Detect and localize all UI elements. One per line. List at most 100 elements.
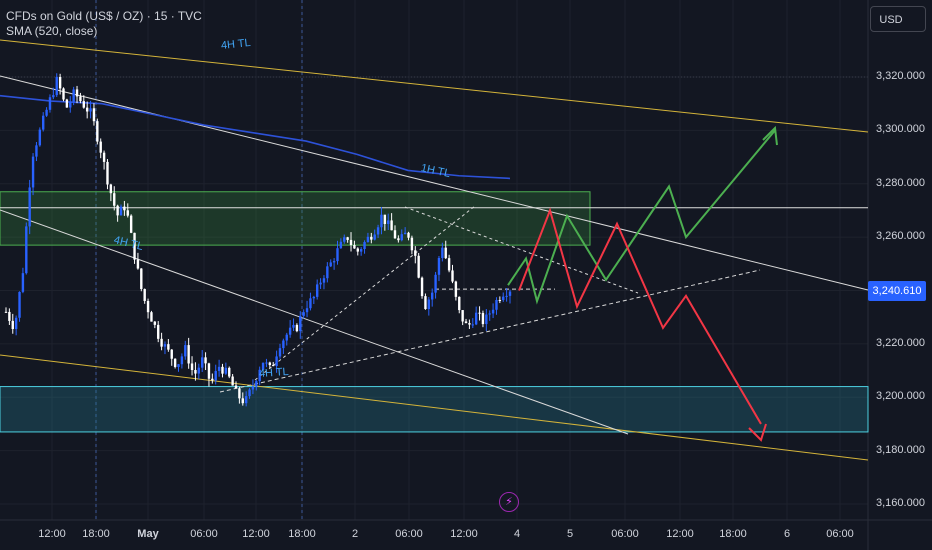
candle-body	[69, 101, 72, 108]
candle-body	[451, 270, 454, 282]
sma-line	[0, 94, 511, 180]
candle-body	[248, 389, 251, 397]
candle-body	[353, 244, 356, 249]
currency-button[interactable]: USD	[870, 6, 926, 32]
candle-body	[21, 273, 25, 292]
x-tick-label: 2	[351, 528, 359, 540]
candle-body	[332, 261, 336, 263]
candle-body	[58, 77, 62, 89]
candle-body	[190, 363, 194, 371]
candle-body	[14, 317, 18, 330]
candle-body	[258, 369, 261, 382]
dashed-support-line	[219, 269, 761, 393]
candle-body	[42, 115, 45, 130]
candle-body	[133, 232, 136, 260]
candle-body	[173, 358, 177, 367]
y-tick-label: 3,200.000	[876, 390, 925, 403]
candle-body	[295, 324, 299, 332]
candle-body	[62, 88, 65, 100]
candle-body	[272, 365, 275, 367]
candle-body	[106, 161, 109, 185]
y-tick-label: 3,180.000	[876, 443, 925, 456]
candle-body	[380, 214, 383, 228]
candle-body	[214, 370, 217, 381]
candle-body	[241, 398, 244, 404]
candle-body	[468, 323, 471, 325]
y-tick-label: 3,320.000	[876, 70, 925, 82]
candle-body	[65, 99, 69, 108]
candle-body	[322, 278, 326, 283]
price-zones	[0, 191, 869, 433]
candle-body	[224, 367, 228, 374]
candle-body	[366, 236, 370, 243]
candle-body	[309, 298, 312, 309]
y-tick-label: 3,160.000	[876, 497, 925, 509]
candle-body	[407, 232, 410, 238]
candle-body	[485, 314, 488, 325]
candle-body	[153, 321, 157, 325]
candle-body	[471, 324, 474, 326]
candle-body	[234, 385, 238, 389]
candle-body	[99, 141, 102, 153]
candle-body	[349, 239, 353, 245]
candle-body	[315, 284, 319, 297]
candle-body	[397, 238, 400, 241]
x-tick-label: 12:00	[38, 528, 66, 540]
candle-body	[424, 296, 427, 310]
candle-body	[505, 295, 508, 297]
white-channel-lower	[0, 209, 629, 435]
candle-body	[8, 311, 11, 321]
green-supply-zone	[0, 191, 591, 246]
candle-body	[251, 386, 255, 390]
projection-paths	[507, 125, 778, 442]
candle-body	[292, 324, 295, 328]
candle-body	[282, 340, 285, 349]
event-marker-icon[interactable]: ⚡	[499, 492, 519, 512]
candle-body	[89, 108, 92, 112]
x-tick-label: 12:00	[242, 528, 270, 540]
candle-body	[319, 282, 322, 285]
candle-body	[265, 362, 268, 364]
y-tick-label: 3,280.000	[876, 176, 925, 189]
x-tick-label: May	[137, 528, 159, 540]
candle-body	[150, 312, 153, 322]
candle-body	[79, 96, 82, 102]
candle-body	[11, 320, 14, 330]
green-arrow-head	[762, 125, 778, 146]
candle-body	[25, 226, 28, 274]
x-tick-label: 06:00	[826, 528, 854, 540]
candle-body	[363, 242, 366, 250]
candle-body	[441, 247, 444, 258]
candle-body	[376, 227, 380, 235]
candle-body	[207, 363, 211, 379]
candle-body	[491, 309, 495, 314]
candle-body	[285, 334, 288, 341]
candle-body	[82, 101, 85, 108]
symbol-title[interactable]: CFDs on Gold (US$ / OZ) · 15 · TVC	[6, 9, 202, 23]
indicator-legend[interactable]: SMA (520, close)	[6, 24, 98, 38]
candle-body	[268, 362, 272, 366]
candle-body	[109, 184, 113, 194]
x-tick-label: 06:00	[611, 528, 639, 540]
candle-body	[228, 367, 231, 377]
candle-body	[302, 312, 305, 316]
candle-body	[458, 296, 461, 311]
sma-520-line	[0, 94, 511, 180]
candle-body	[336, 248, 339, 262]
candle-body	[359, 249, 363, 252]
chart-header: CFDs on Gold (US$ / OZ) · 15 · TVC SMA (…	[6, 9, 202, 39]
candle-body	[400, 234, 403, 241]
last-price-tag: 3,240.610	[868, 281, 926, 301]
candle-body	[461, 310, 464, 322]
candle-body	[437, 257, 441, 275]
trendline-label: 4H TL	[258, 365, 290, 380]
candle-body	[217, 366, 221, 371]
candle-body	[45, 109, 48, 116]
candle-body	[146, 300, 150, 313]
candle-body	[387, 220, 390, 224]
candle-body	[197, 367, 201, 374]
candle-body	[119, 206, 123, 216]
candle-body	[177, 364, 180, 367]
